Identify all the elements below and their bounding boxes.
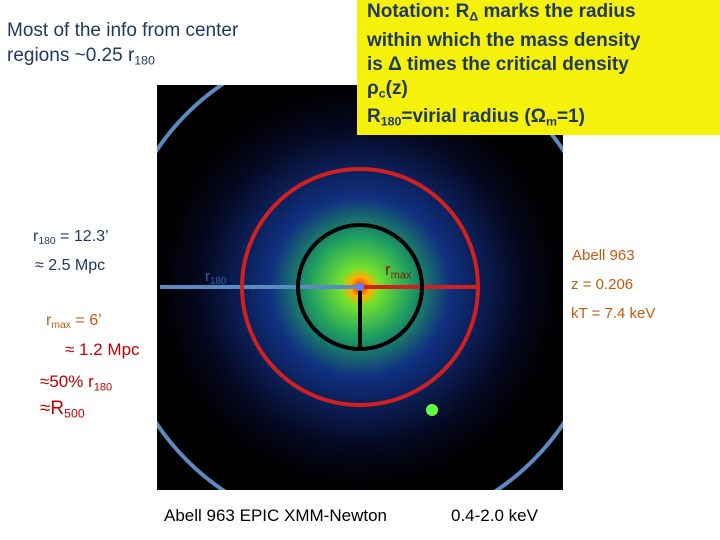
cluster-temperature: kT = 7.4 keV <box>571 305 656 322</box>
text: 180 <box>93 381 113 394</box>
text: r <box>33 228 39 245</box>
text: = 12.3’ <box>55 228 109 245</box>
text: max <box>390 269 412 282</box>
percent-label: ≈50% r180 <box>40 372 112 393</box>
cluster-name: Abell 963 <box>572 247 635 264</box>
text: 180 <box>134 53 155 68</box>
text: c <box>378 86 386 101</box>
image-label: rmax <box>385 260 412 281</box>
notation-box: Notation: RΔ marks the radius within whi… <box>357 0 720 135</box>
caption-instrument: Abell 963 EPIC XMM-Newton <box>164 506 387 525</box>
text: ρ <box>367 77 379 99</box>
r180-label: r180 = 12.3’ <box>33 228 109 247</box>
text: ≈50% r <box>40 372 94 391</box>
text: 180 <box>380 115 402 130</box>
text: (z) <box>385 77 408 99</box>
rmax-mpc: ≈ 1.2 Mpc <box>65 340 140 359</box>
text: = 6’ <box>70 312 102 329</box>
rmax-label: rmax = 6’ <box>46 312 102 331</box>
r180-mpc: ≈ 2.5 Mpc <box>35 257 106 274</box>
text: is Δ times the critical density <box>367 53 629 75</box>
text: Δ <box>469 9 479 24</box>
caption-band: 0.4-2.0 keV <box>451 506 538 525</box>
text: =virial radius (Ω <box>401 106 546 128</box>
text: regions ~0.25 r <box>7 45 135 66</box>
image-label: r180 <box>205 268 226 287</box>
text: marks the radius <box>478 1 636 22</box>
text: ≈R <box>40 398 65 419</box>
cluster-redshift: z = 0.206 <box>571 276 634 293</box>
text: R <box>367 106 381 128</box>
xray-image <box>157 85 563 490</box>
text: 180 <box>210 275 227 287</box>
text: 500 <box>64 406 85 421</box>
text: r <box>46 312 52 329</box>
r500-label: ≈R500 <box>40 398 85 421</box>
text: r <box>385 260 391 279</box>
intro-text: Most of the info from center regions ~0.… <box>7 18 238 74</box>
text: =1) <box>556 106 585 128</box>
text: within which the mass density <box>367 29 641 51</box>
text: max <box>51 320 71 332</box>
text: m <box>545 115 557 130</box>
text: r <box>205 268 210 285</box>
text: Most of the info from center <box>7 20 239 41</box>
text: 180 <box>38 236 56 248</box>
text: Notation: R <box>367 1 470 22</box>
